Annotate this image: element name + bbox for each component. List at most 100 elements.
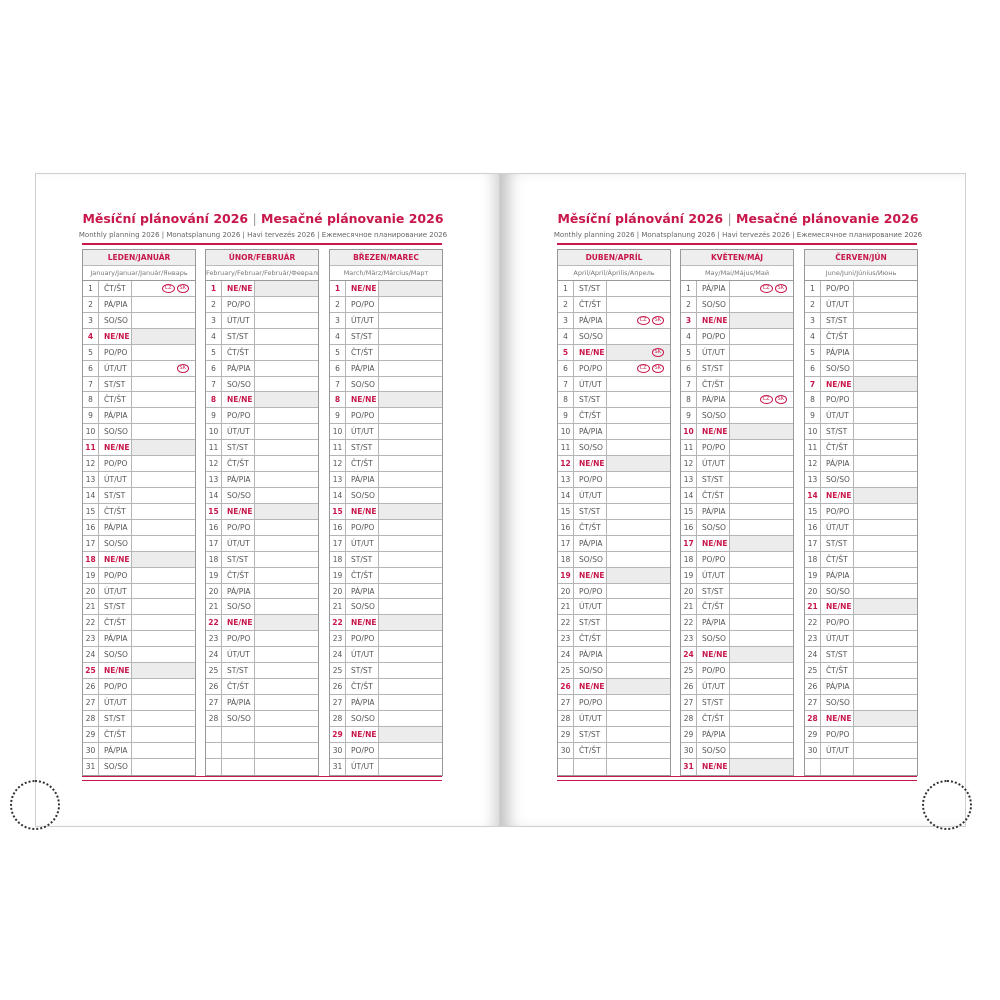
note-field[interactable] bbox=[132, 297, 195, 312]
note-field[interactable] bbox=[730, 727, 793, 742]
note-field[interactable] bbox=[379, 329, 442, 344]
day-row[interactable]: 3 ÚT/UT bbox=[330, 312, 442, 329]
day-row[interactable]: 6 PÁ/PIA bbox=[330, 360, 442, 377]
note-field[interactable] bbox=[607, 631, 670, 646]
day-row[interactable]: 25 ST/ST bbox=[206, 663, 318, 680]
note-field[interactable] bbox=[730, 345, 793, 360]
day-row[interactable]: 24 ÚT/UT bbox=[330, 647, 442, 664]
note-field[interactable]: CZ SK bbox=[132, 281, 195, 296]
day-row[interactable]: 6 SO/SO bbox=[805, 360, 917, 377]
note-field[interactable] bbox=[132, 377, 195, 392]
note-field[interactable] bbox=[255, 615, 318, 631]
day-row[interactable]: 20 PO/PO bbox=[558, 583, 670, 600]
day-row[interactable]: 12 PO/PO bbox=[83, 456, 195, 473]
day-row[interactable]: 5 ÚT/UT bbox=[681, 344, 793, 361]
day-row[interactable]: 25 SO/SO bbox=[558, 663, 670, 680]
note-field[interactable] bbox=[132, 551, 195, 567]
note-field[interactable] bbox=[854, 520, 917, 535]
day-row[interactable]: 22 ČT/ŠT bbox=[83, 615, 195, 632]
note-field[interactable] bbox=[854, 759, 917, 775]
note-field[interactable]: CZ SK bbox=[730, 392, 793, 407]
day-row[interactable]: 26 ÚT/UT bbox=[681, 679, 793, 695]
day-row[interactable]: 20 ST/ST bbox=[681, 583, 793, 600]
note-field[interactable] bbox=[730, 329, 793, 344]
day-row[interactable]: 24 PÁ/PIA bbox=[558, 647, 670, 664]
day-row[interactable]: 9 PO/PO bbox=[206, 408, 318, 425]
day-row[interactable]: 13 PÁ/PIA bbox=[330, 472, 442, 488]
day-row[interactable]: 7 SO/SO bbox=[330, 376, 442, 393]
day-row[interactable]: 23 ČT/ŠT bbox=[558, 631, 670, 648]
day-row[interactable]: 28 NE/NE bbox=[805, 710, 917, 727]
day-row[interactable]: 29 NE/NE bbox=[330, 726, 442, 743]
note-field[interactable] bbox=[607, 440, 670, 455]
note-field[interactable] bbox=[132, 743, 195, 758]
day-row[interactable]: 27 ÚT/UT bbox=[83, 694, 195, 711]
day-row[interactable]: 14 ST/ST bbox=[83, 487, 195, 504]
day-row[interactable]: 3 ÚT/UT bbox=[206, 312, 318, 329]
note-field[interactable] bbox=[854, 313, 917, 328]
day-row[interactable]: 23 PO/PO bbox=[330, 631, 442, 648]
note-field[interactable] bbox=[607, 663, 670, 678]
day-row[interactable]: 11 SO/SO bbox=[558, 440, 670, 457]
day-row[interactable]: 3 NE/NE bbox=[681, 312, 793, 329]
note-field[interactable] bbox=[607, 759, 670, 775]
note-field[interactable] bbox=[132, 424, 195, 439]
note-field[interactable] bbox=[730, 408, 793, 423]
note-field[interactable] bbox=[379, 424, 442, 439]
day-row[interactable]: 7 ČT/ŠT bbox=[681, 376, 793, 393]
note-field[interactable] bbox=[379, 503, 442, 519]
day-row[interactable]: 30 ČT/ŠT bbox=[558, 742, 670, 759]
note-field[interactable] bbox=[255, 584, 318, 599]
day-row[interactable]: 21 SO/SO bbox=[206, 599, 318, 616]
day-row[interactable]: 1 PÁ/PIA CZ SK bbox=[681, 281, 793, 297]
note-field[interactable] bbox=[730, 361, 793, 376]
note-field[interactable] bbox=[379, 313, 442, 328]
day-row[interactable]: 9 SO/SO bbox=[681, 408, 793, 425]
note-field[interactable] bbox=[854, 552, 917, 567]
note-field[interactable] bbox=[132, 631, 195, 646]
day-row[interactable]: 10 ÚT/UT bbox=[330, 424, 442, 441]
note-field[interactable] bbox=[379, 440, 442, 455]
day-row[interactable]: 21 ÚT/UT bbox=[558, 599, 670, 616]
day-row[interactable]: 25 PO/PO bbox=[681, 663, 793, 680]
note-field[interactable] bbox=[854, 487, 917, 503]
note-field[interactable] bbox=[132, 313, 195, 328]
note-field[interactable] bbox=[854, 615, 917, 630]
note-field[interactable] bbox=[730, 568, 793, 583]
note-field[interactable] bbox=[854, 408, 917, 423]
note-field[interactable] bbox=[379, 345, 442, 360]
day-row[interactable]: 14 NE/NE bbox=[805, 487, 917, 504]
day-row[interactable]: 21 SO/SO bbox=[330, 599, 442, 616]
note-field[interactable] bbox=[607, 424, 670, 439]
note-field[interactable] bbox=[730, 456, 793, 471]
day-row[interactable]: 6 PO/PO CZ SK bbox=[558, 360, 670, 377]
day-row[interactable]: 22 NE/NE bbox=[330, 615, 442, 632]
note-field[interactable] bbox=[854, 663, 917, 678]
note-field[interactable] bbox=[854, 440, 917, 455]
note-field[interactable] bbox=[255, 711, 318, 726]
note-field[interactable] bbox=[255, 281, 318, 296]
day-row[interactable]: 22 NE/NE bbox=[206, 615, 318, 632]
day-row[interactable]: 12 NE/NE bbox=[558, 456, 670, 473]
day-row[interactable]: 14 ČT/ŠT bbox=[681, 487, 793, 504]
note-field[interactable] bbox=[255, 647, 318, 662]
note-field[interactable] bbox=[607, 329, 670, 344]
day-row[interactable]: 10 PÁ/PIA bbox=[558, 424, 670, 441]
note-field[interactable] bbox=[379, 552, 442, 567]
day-row[interactable]: 8 ČT/ŠT bbox=[83, 392, 195, 409]
day-row[interactable]: 13 PÁ/PIA bbox=[206, 472, 318, 488]
day-row[interactable]: 18 PO/PO bbox=[681, 551, 793, 568]
day-row[interactable]: 23 PO/PO bbox=[206, 631, 318, 648]
note-field[interactable] bbox=[132, 472, 195, 487]
day-row[interactable]: 15 PÁ/PIA bbox=[681, 503, 793, 520]
note-field[interactable] bbox=[379, 392, 442, 408]
day-row[interactable]: 11 ČT/ŠT bbox=[805, 440, 917, 457]
note-field[interactable] bbox=[730, 520, 793, 535]
day-row[interactable]: 8 NE/NE bbox=[206, 392, 318, 409]
note-field[interactable] bbox=[255, 695, 318, 710]
day-row[interactable]: 5 ČT/ŠT bbox=[206, 344, 318, 361]
note-field[interactable] bbox=[379, 695, 442, 710]
note-field[interactable] bbox=[730, 535, 793, 551]
note-field[interactable] bbox=[255, 297, 318, 312]
note-field[interactable] bbox=[730, 663, 793, 678]
